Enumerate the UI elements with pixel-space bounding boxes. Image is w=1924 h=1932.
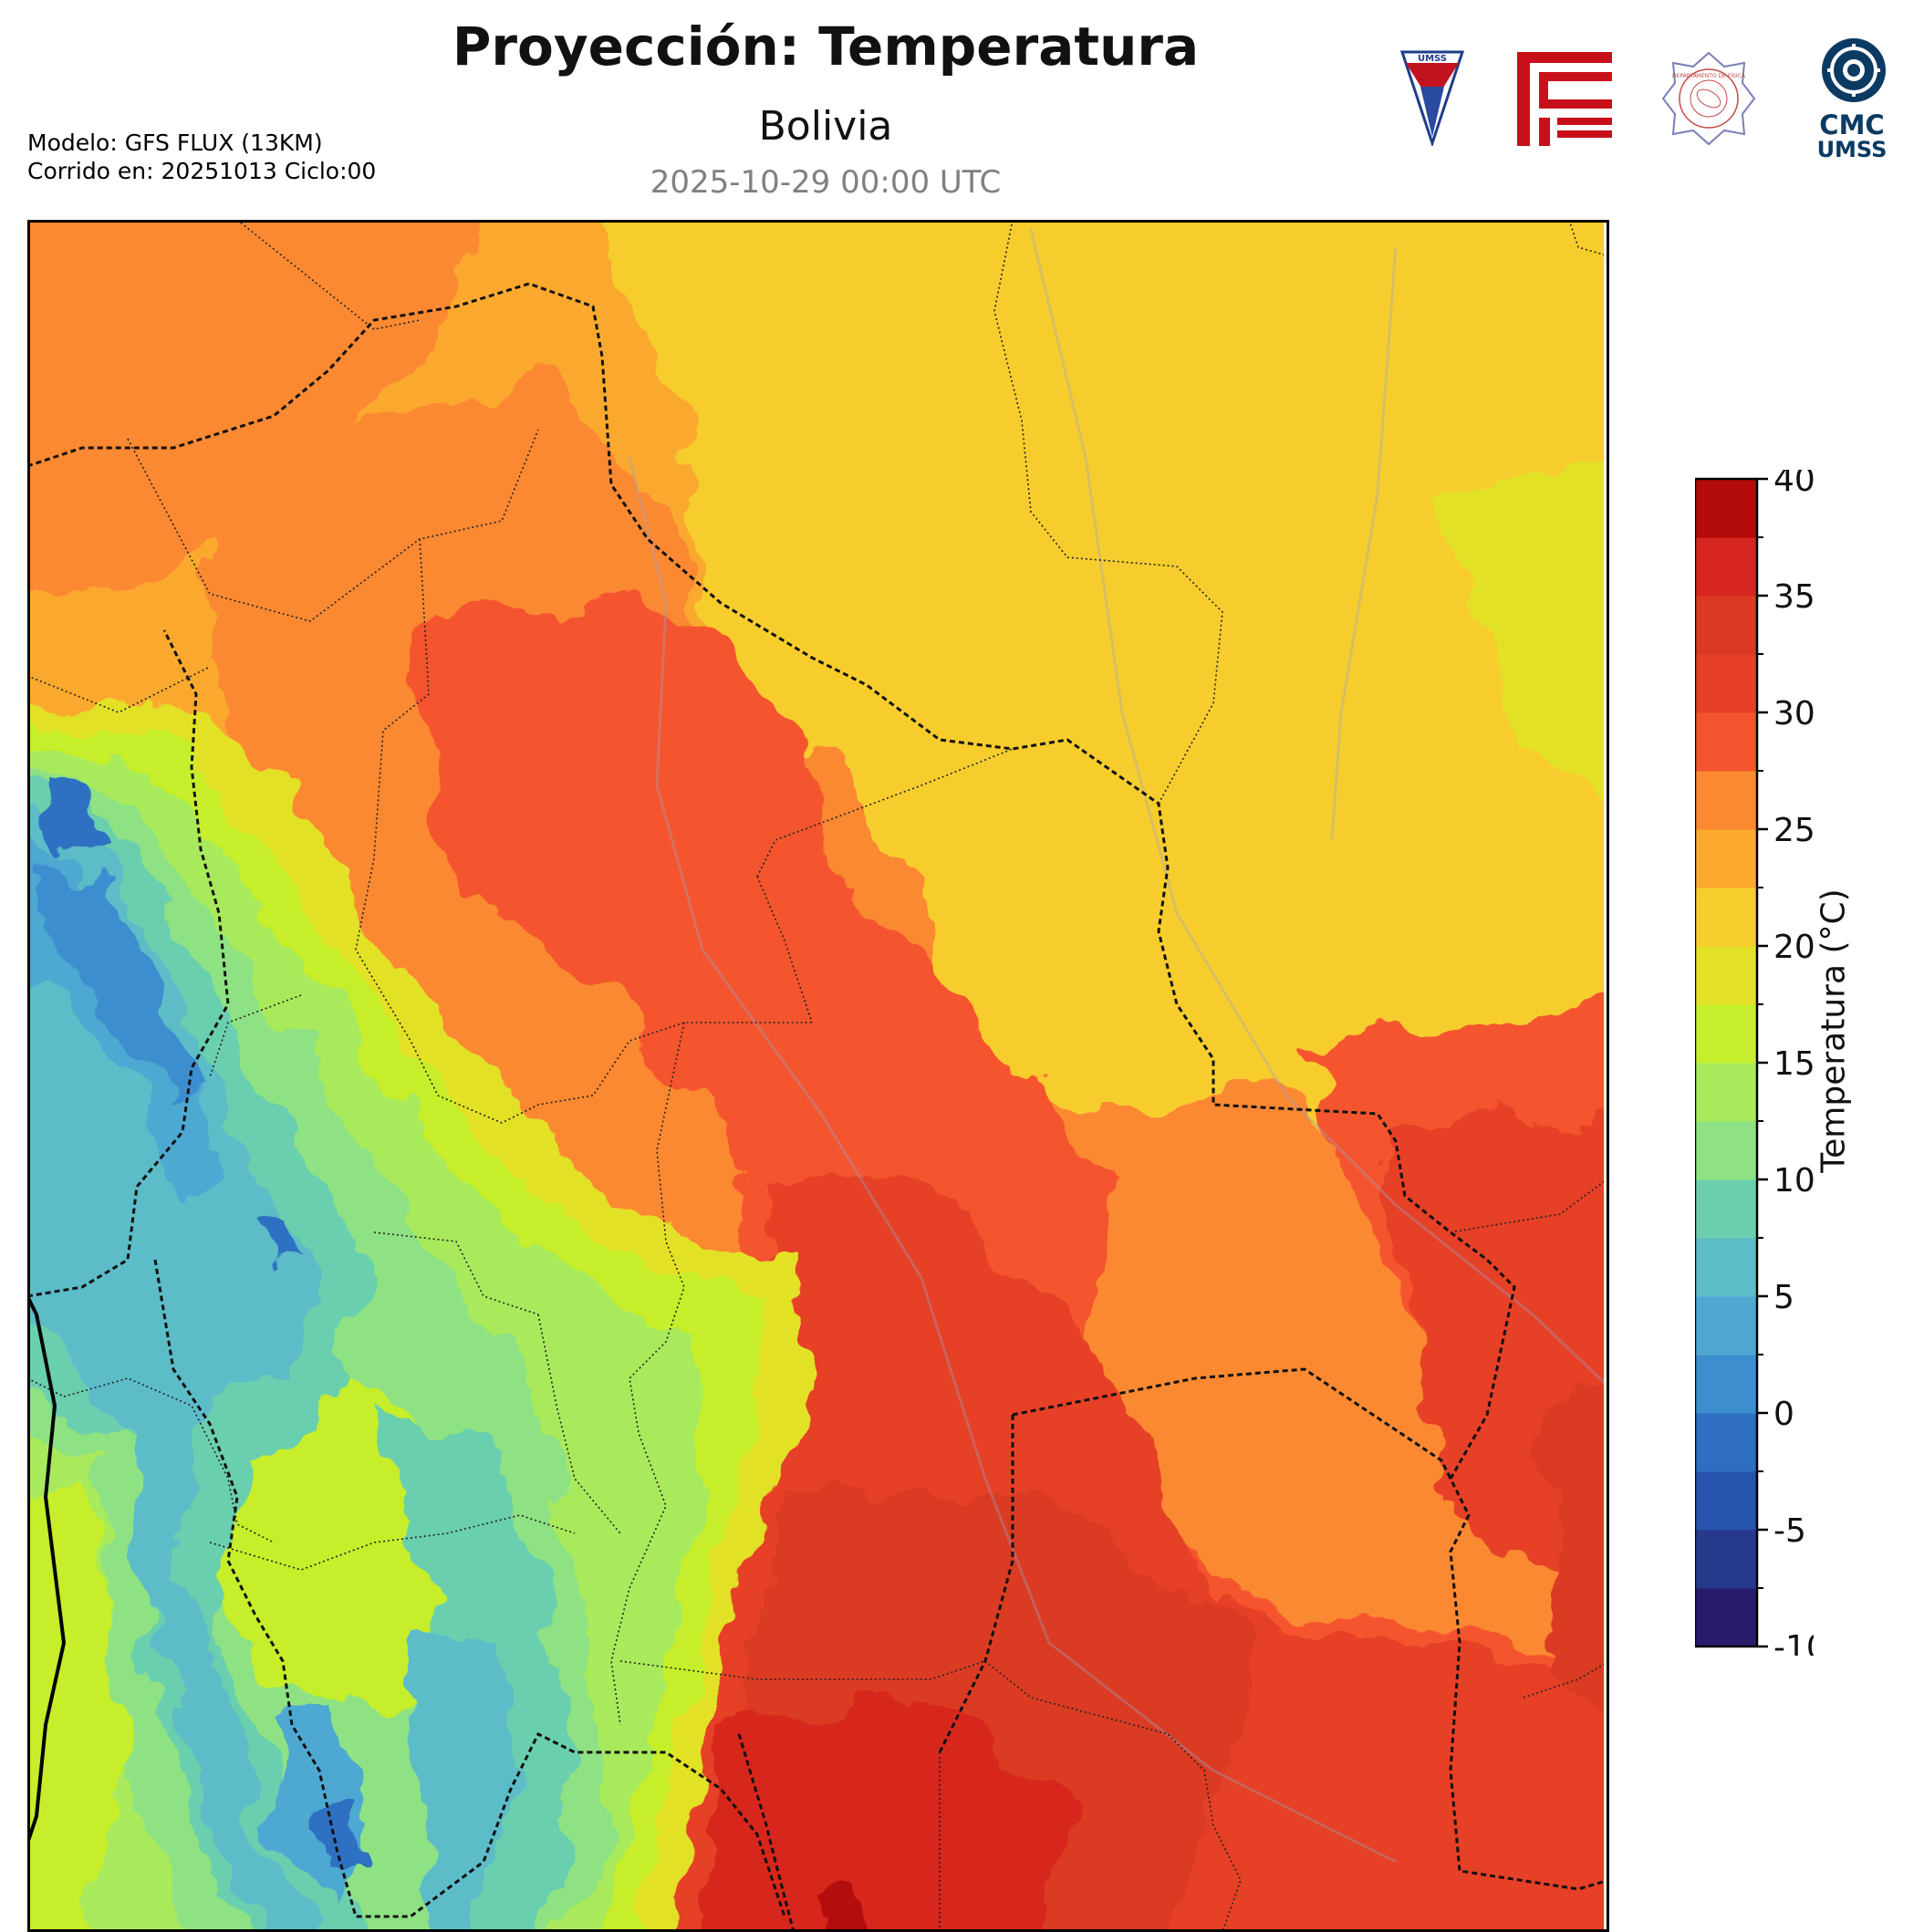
colorbar-segment (1695, 888, 1757, 947)
temperature-field (27, 220, 1609, 1932)
river-lines (628, 228, 1609, 1864)
chart-subtitle: Bolivia (758, 103, 893, 150)
model-info: Modelo: GFS FLUX (13KM) Corrido en: 2025… (27, 129, 376, 185)
colorbar-tick-label: 35 (1773, 578, 1814, 616)
colorbar-tick-label: 15 (1773, 1045, 1814, 1083)
colorbar-segment (1695, 596, 1757, 655)
umss-shield-logo: UMSS (1400, 50, 1464, 146)
temperature-colorbar: -10 -5 0 5 10 15 20 25 30 35 40 (1695, 470, 1814, 1656)
colorbar-segment (1695, 1413, 1757, 1472)
colorbar-tick-label: -5 (1773, 1512, 1806, 1550)
colorbar-tick-label: 0 (1773, 1396, 1794, 1433)
colorbar-segment (1695, 771, 1757, 830)
colorbar-segment (1695, 1530, 1757, 1589)
colorbar-tick-label: 10 (1773, 1162, 1814, 1200)
colorbar-segment (1695, 1471, 1757, 1531)
colorbar-tick-label: 25 (1773, 812, 1814, 849)
colorbar-segment (1695, 829, 1757, 888)
colorbar-segment (1695, 1179, 1757, 1239)
colorbar-segment (1695, 712, 1757, 772)
colorbar-tick-label: 30 (1773, 695, 1814, 732)
run-line: Corrido en: 20251013 Ciclo:00 (27, 158, 377, 184)
faculty-logo (1517, 52, 1612, 146)
chart-title: Proyección: Temperatura (452, 16, 1200, 78)
colorbar-segment (1695, 1121, 1757, 1180)
valid-time: 2025-10-29 00:00 UTC (650, 164, 1002, 201)
colorbar-tick-label: 40 (1773, 470, 1814, 499)
department-boundaries (27, 220, 1609, 1932)
colorbar-segment (1695, 654, 1757, 713)
fisica-department-logo: DEPARTAMENTO DE FÍSICA (1661, 51, 1756, 146)
model-line: Modelo: GFS FLUX (13KM) (27, 130, 323, 156)
colorbar-segment (1695, 537, 1757, 597)
colorbar-tick-label: 20 (1773, 929, 1814, 966)
colorbar-segment (1695, 1063, 1757, 1122)
cmc-logo-line2: UMSS (1816, 137, 1888, 162)
colorbar-tick-label: -10 (1773, 1629, 1814, 1656)
cmc-emblem-icon (1822, 38, 1886, 102)
colorbar-segment (1695, 1296, 1757, 1356)
colorbar-segment (1695, 1588, 1757, 1647)
colorbar-segment (1695, 479, 1757, 538)
colorbar-tick-label: 5 (1773, 1279, 1794, 1316)
fisica-logo-text: DEPARTAMENTO DE FÍSICA (1672, 73, 1746, 79)
colorbar-segment (1695, 946, 1757, 1005)
colorbar-segment (1695, 1355, 1757, 1414)
map-frame (27, 220, 1609, 1932)
colorbar-label: Temperatura (°C) (1815, 888, 1853, 1173)
temperature-map (27, 220, 1609, 1932)
colorbar-segment (1695, 1238, 1757, 1297)
umss-logo-text: UMSS (1418, 54, 1447, 64)
coastline (27, 1295, 67, 1844)
cmc-logo-line1: CMC (1819, 109, 1885, 140)
colorbar-segment (1695, 1004, 1757, 1064)
country-borders (27, 282, 1609, 1932)
